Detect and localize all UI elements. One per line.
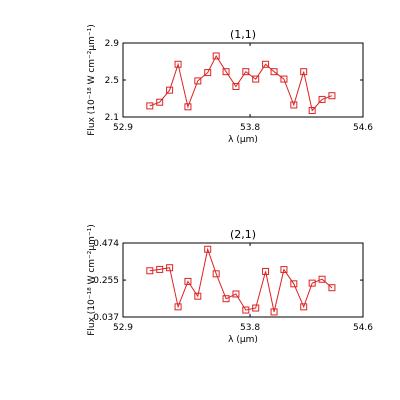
data-point	[308, 279, 316, 287]
data-point	[232, 82, 240, 90]
y-tick-label: 0.037	[93, 313, 119, 323]
data-point	[252, 75, 260, 83]
x-tick-label: 52.9	[113, 123, 133, 133]
chart-title: (2,1)	[230, 228, 256, 241]
data-point	[146, 102, 154, 110]
x-tick-label: 52.9	[113, 323, 133, 333]
series-line	[149, 247, 333, 313]
data-point	[222, 68, 230, 76]
chart-title: (1,1)	[230, 28, 256, 41]
data-point	[270, 68, 278, 76]
data-point	[212, 270, 220, 278]
data-point	[328, 284, 336, 292]
data-point	[262, 60, 270, 68]
data-point	[280, 75, 288, 83]
y-tick-label: 0.474	[93, 239, 119, 249]
data-point	[194, 77, 202, 85]
data-point	[156, 98, 164, 106]
y-tick-label: 2.5	[105, 76, 119, 86]
data-point	[318, 275, 326, 283]
plot-area-frame	[122, 42, 364, 118]
data-point	[156, 265, 164, 273]
data-point	[242, 68, 250, 76]
data-point	[184, 103, 192, 111]
data-point	[184, 277, 192, 285]
data-point	[174, 303, 182, 311]
data-point	[174, 60, 182, 68]
y-tick-label: 2.1	[105, 113, 119, 123]
data-point	[318, 95, 326, 103]
y-axis-label: Flux (10⁻¹⁸ W cm⁻²μm⁻¹)	[87, 24, 97, 136]
y-tick-label: 0.255	[93, 276, 119, 286]
y-axis-label: Flux (10⁻¹⁸ W cm⁻²μm⁻¹)	[87, 224, 97, 336]
x-tick-label: 54.6	[353, 323, 373, 333]
data-point	[280, 266, 288, 274]
y-tick-label: 2.9	[105, 39, 120, 49]
data-point	[166, 264, 174, 272]
data-point	[194, 292, 202, 300]
x-tick-label: 53.8	[240, 323, 260, 333]
data-point	[166, 86, 174, 94]
x-tick-label: 53.8	[240, 123, 260, 133]
x-axis-label: λ (μm)	[228, 335, 258, 345]
data-point	[252, 304, 260, 312]
data-point	[146, 267, 154, 275]
data-point	[232, 290, 240, 298]
data-point	[204, 69, 212, 77]
data-point	[290, 101, 298, 109]
data-point	[300, 303, 308, 311]
data-point	[328, 92, 336, 100]
data-point	[290, 280, 298, 288]
data-point	[262, 267, 270, 275]
chart-panel-2: (2,1) 52.9 53.8 54.6 0.037 0.255 0.474 λ (μm) Fl…	[87, 224, 373, 345]
data-point	[242, 306, 250, 314]
data-point	[270, 308, 278, 316]
data-point	[212, 52, 220, 60]
data-point	[222, 295, 230, 303]
data-point	[308, 107, 316, 115]
chart-panel-1: (1,1) 52.9 53.8 54.6 2.1 2.5 2.9 λ (μm) Flux (10…	[87, 24, 373, 145]
x-tick-label: 54.6	[353, 123, 373, 133]
data-point	[204, 245, 212, 253]
series-line	[149, 54, 333, 112]
x-axis-label: λ (μm)	[228, 135, 258, 145]
data-point	[300, 68, 308, 76]
